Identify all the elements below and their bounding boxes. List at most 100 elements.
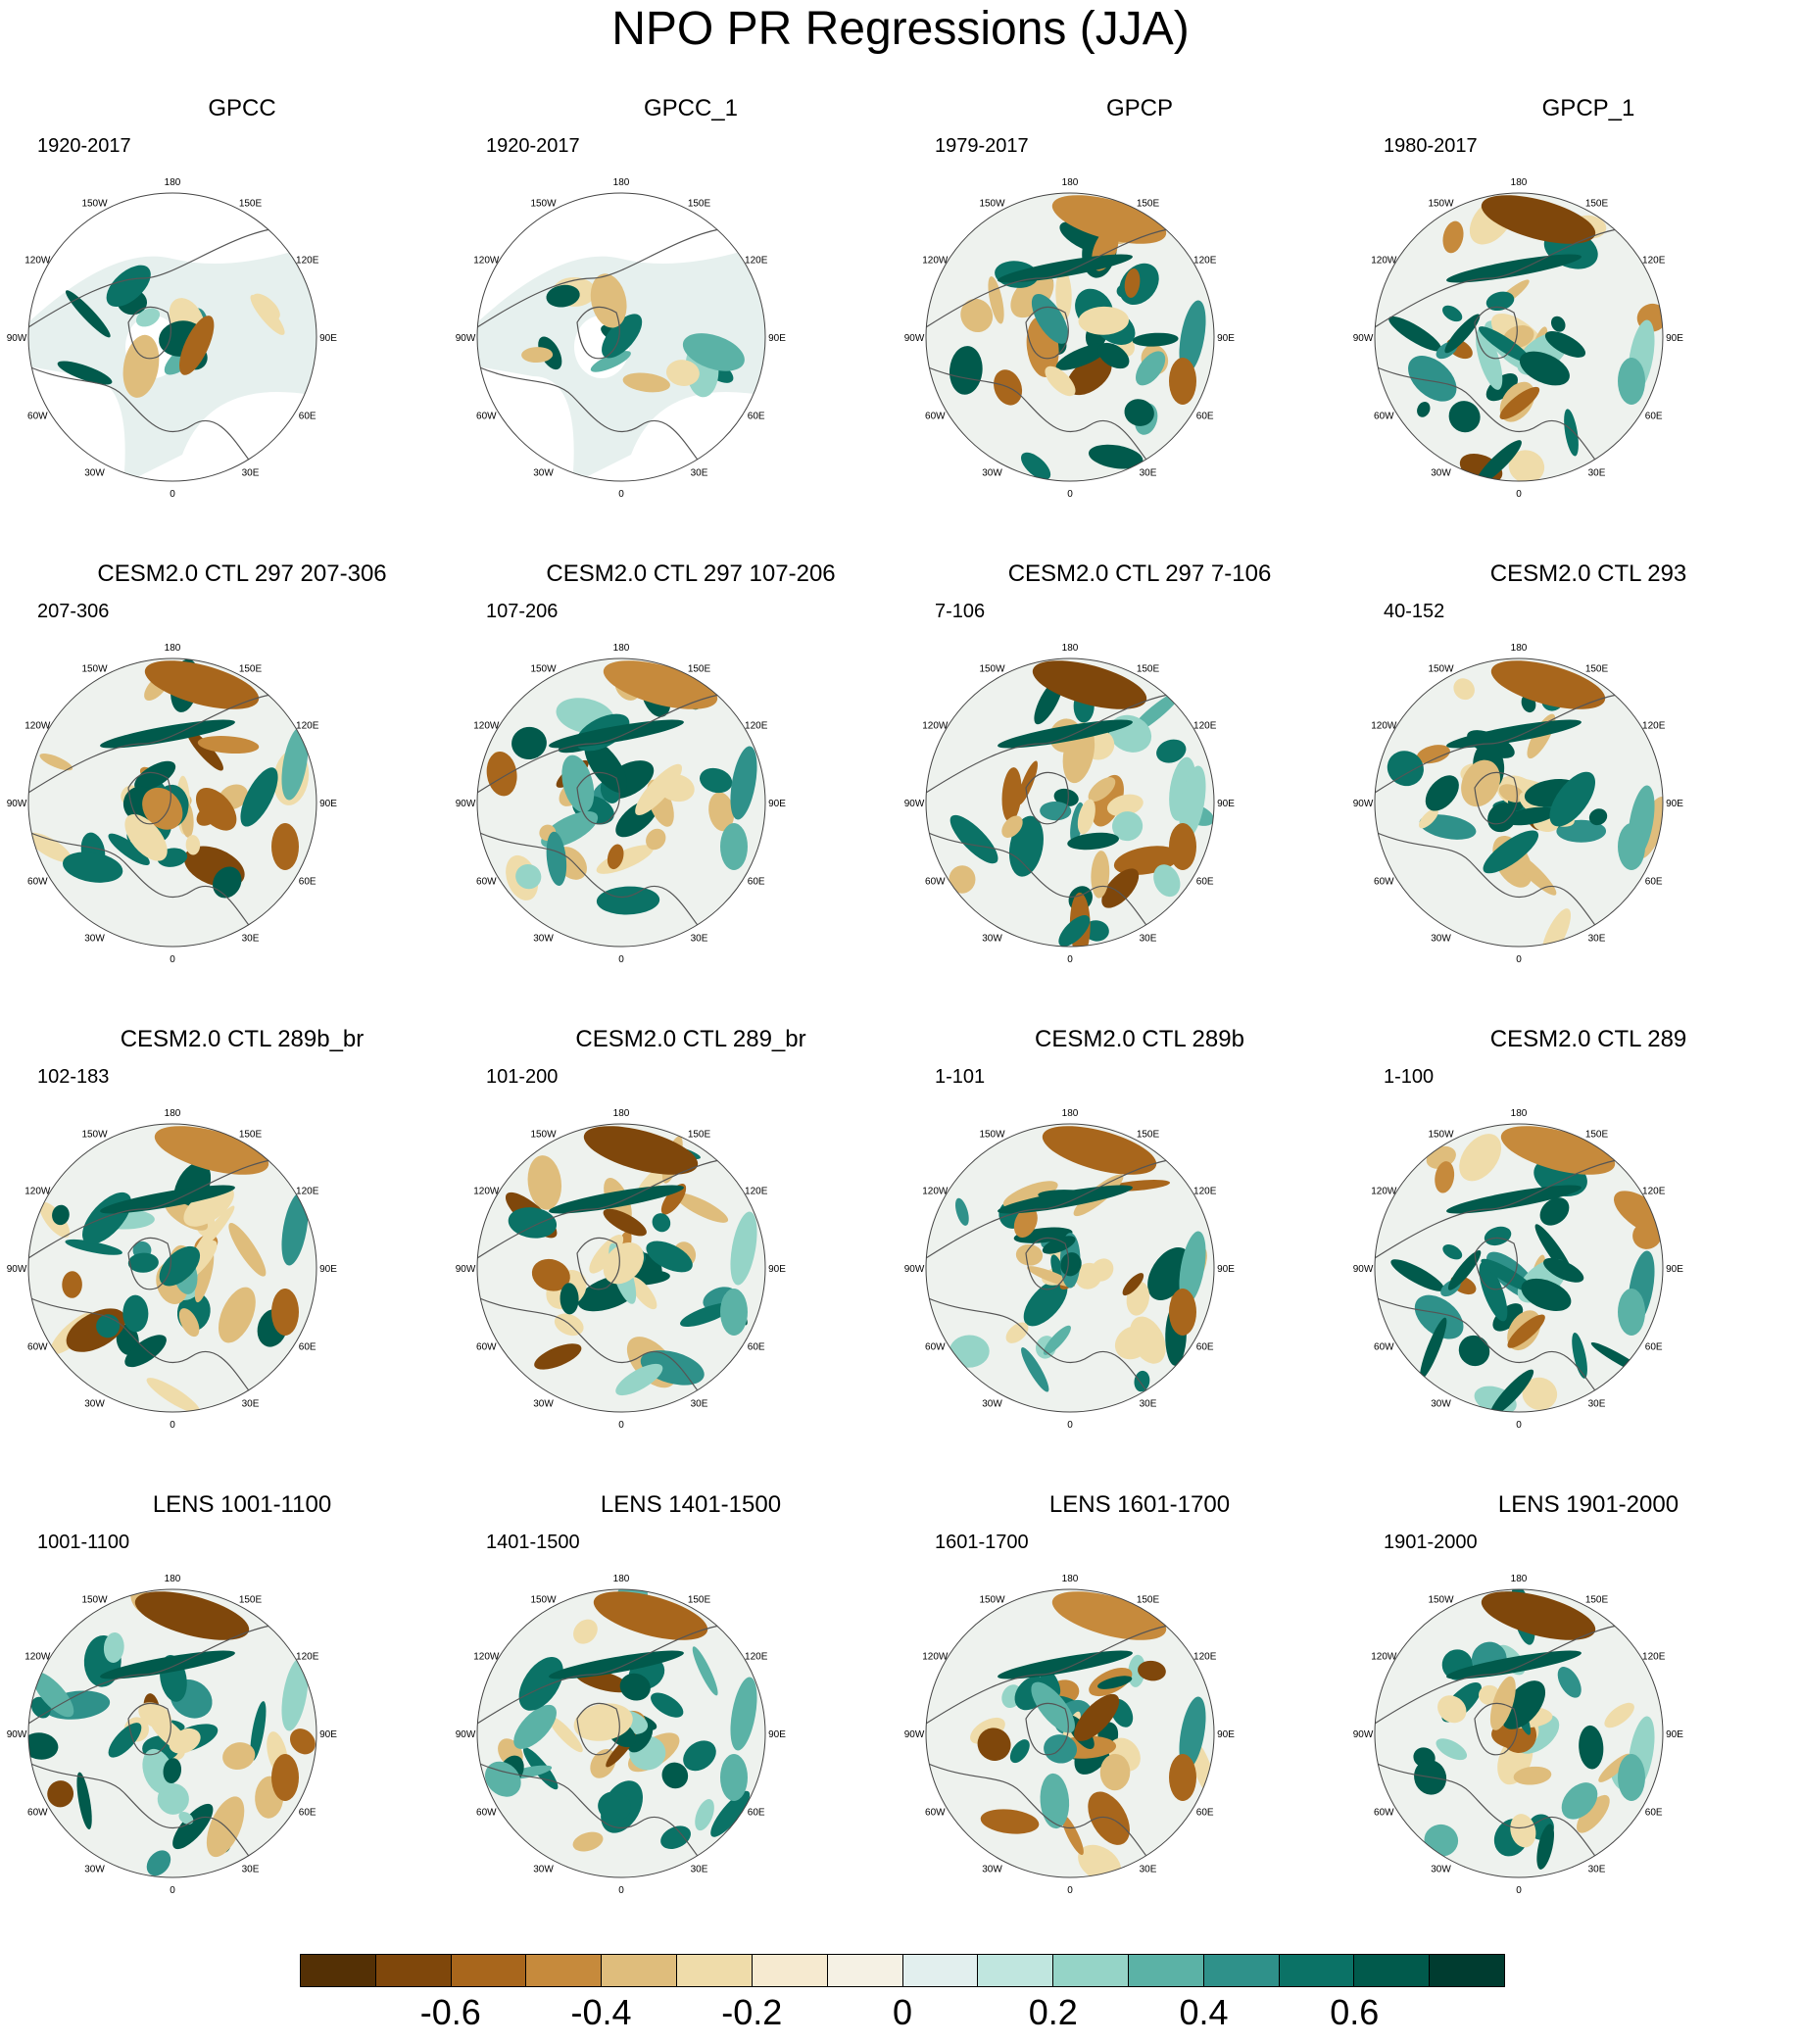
longitude-label: 150W xyxy=(1428,1594,1454,1605)
longitude-label: 180 xyxy=(1511,1108,1528,1119)
precip-anomaly xyxy=(720,823,748,870)
precip-anomaly xyxy=(1138,1660,1166,1681)
polar-map: 180 150E 120E 90E 60E 30E 0 30W 60W 90W 120W 150W xyxy=(1353,643,1684,965)
precip-anomaly xyxy=(590,1748,616,1778)
precip-anomaly xyxy=(1128,1654,1145,1687)
map-panel: LENS 1401-1500 1401-1500 180 150E 120E 90E 60E… xyxy=(456,1480,915,1945)
precip-anomaly xyxy=(213,866,242,899)
longitude-label: 60W xyxy=(476,1808,497,1819)
page-title: NPO PR Regressions (JJA) xyxy=(611,3,1190,55)
longitude-label: 60E xyxy=(748,412,765,422)
longitude-label: 150E xyxy=(1137,1129,1160,1140)
precip-anomaly xyxy=(1492,1303,1524,1332)
colorbar-swatch xyxy=(902,1955,979,1986)
longitude-label: 150E xyxy=(688,1594,711,1605)
longitude-label: 150W xyxy=(81,1129,108,1140)
longitude-label: 60E xyxy=(748,877,765,888)
longitude-label: 0 xyxy=(618,489,624,500)
longitude-label: 60E xyxy=(1645,877,1663,888)
polar-map: 180 150E 120E 90E 60E 30E 0 30W 60W 90W 120W 150W xyxy=(1353,177,1684,500)
precip-anomaly xyxy=(1459,1134,1502,1182)
map-panel: GPCC 1920-2017 180 150E 120E 90E 60E 30E 0 30W 60W… xyxy=(7,83,466,549)
longitude-label: 30E xyxy=(242,1865,260,1875)
colorbar-swatch xyxy=(1203,1955,1280,1986)
precip-anomaly xyxy=(1588,808,1608,826)
precip-anomaly xyxy=(1442,1244,1463,1260)
precip-anomaly xyxy=(1408,356,1457,402)
coastline xyxy=(1375,1296,1608,1406)
precip-anomaly xyxy=(521,347,554,364)
colorbar-swatch xyxy=(677,1955,753,1986)
precip-anomaly xyxy=(1101,868,1140,908)
longitude-label: 30W xyxy=(84,468,105,479)
precip-anomaly xyxy=(1550,316,1566,332)
panel-period: 1-101 xyxy=(935,1066,986,1088)
precip-anomaly xyxy=(607,844,624,870)
precip-anomaly xyxy=(108,833,150,865)
precip-anomaly xyxy=(28,832,73,862)
longitude-label: 120E xyxy=(1642,256,1666,267)
coastline xyxy=(28,365,262,475)
precip-anomaly xyxy=(1001,767,1022,822)
precip-anomaly xyxy=(949,346,983,395)
longitude-label: 90E xyxy=(768,1729,786,1740)
longitude-label: 120W xyxy=(1371,721,1397,732)
precip-anomaly xyxy=(1489,1676,1516,1730)
panel-title: CESM2.0 CTL 293 xyxy=(1489,560,1687,587)
longitude-label: 30E xyxy=(242,468,260,479)
precip-anomaly xyxy=(1564,409,1579,457)
longitude-label: 90E xyxy=(1217,333,1235,344)
precip-anomaly xyxy=(1483,830,1539,874)
precip-anomaly xyxy=(1572,1332,1587,1379)
longitude-label: 30E xyxy=(691,1865,708,1875)
panel-title: LENS 1401-1500 xyxy=(600,1491,782,1518)
longitude-label: 60E xyxy=(1645,1342,1663,1353)
map-border xyxy=(476,657,766,948)
precip-anomaly xyxy=(1446,719,1582,749)
precip-anomaly xyxy=(1414,1294,1464,1339)
map-border xyxy=(27,1123,317,1413)
coastline xyxy=(477,1762,710,1872)
longitude-label: 60E xyxy=(1196,1342,1214,1353)
longitude-label: 90W xyxy=(904,1264,925,1275)
precip-anomaly xyxy=(548,1716,583,1753)
precip-anomaly xyxy=(144,660,260,709)
precip-anomaly xyxy=(1446,1185,1582,1214)
longitude-label: 150E xyxy=(239,663,263,674)
longitude-label: 30E xyxy=(1588,468,1606,479)
polar-map: 180 150E 120E 90E 60E 30E 0 30W 60W 90W 120W 150W xyxy=(904,1574,1236,1896)
precip-anomaly xyxy=(1481,1591,1596,1640)
longitude-label: 60E xyxy=(1645,1808,1663,1819)
coastline xyxy=(28,1296,262,1406)
panel-period: 40-152 xyxy=(1384,601,1445,622)
coastline xyxy=(477,365,710,475)
precip-anomaly xyxy=(1503,806,1557,826)
precip-anomaly xyxy=(998,1185,1133,1214)
longitude-label: 150W xyxy=(530,198,557,209)
map-border xyxy=(27,657,317,948)
longitude-label: 60W xyxy=(1374,412,1394,422)
precip-anomaly xyxy=(661,1762,689,1789)
precip-anomaly xyxy=(583,1126,699,1175)
precip-anomaly xyxy=(47,1780,74,1808)
coastline xyxy=(926,1762,1159,1872)
longitude-label: 150E xyxy=(1137,663,1160,674)
precip-anomaly xyxy=(124,813,168,861)
longitude-label: 90E xyxy=(1217,1264,1235,1275)
precip-anomaly xyxy=(629,1276,657,1310)
panel-title: CESM2.0 CTL 297 7-106 xyxy=(1007,560,1272,587)
precip-anomaly xyxy=(652,1213,671,1233)
longitude-label: 0 xyxy=(1067,1885,1073,1896)
precip-anomaly xyxy=(1510,1814,1536,1848)
longitude-label: 150W xyxy=(979,663,1005,674)
precip-anomaly xyxy=(52,1204,70,1226)
precip-anomaly xyxy=(1632,1221,1662,1249)
precip-anomaly xyxy=(949,814,998,864)
precip-anomaly xyxy=(148,1713,190,1753)
longitude-label: 180 xyxy=(165,1108,181,1119)
precip-anomaly xyxy=(1051,1591,1167,1640)
precip-anomaly xyxy=(1499,386,1540,420)
precip-anomaly xyxy=(1023,1279,1068,1327)
colorbar-swatch xyxy=(1053,1955,1129,1986)
precip-anomaly xyxy=(240,767,278,827)
